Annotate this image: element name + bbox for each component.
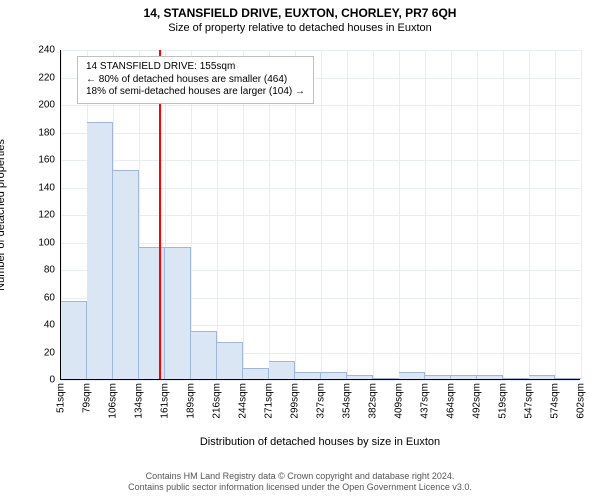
xtick-label: 437sqm: [420, 383, 431, 419]
gridline-v: [321, 50, 322, 379]
chart-title: 14, STANSFIELD DRIVE, EUXTON, CHORLEY, P…: [0, 0, 600, 20]
ytick-label: 200: [38, 100, 61, 111]
xtick-label: 354sqm: [342, 383, 353, 419]
gridline-v: [503, 50, 504, 379]
bar: [295, 372, 321, 379]
bar: [87, 122, 113, 379]
xtick-label: 134sqm: [134, 383, 145, 419]
bar: [347, 375, 373, 379]
bar: [477, 375, 503, 379]
bar: [451, 375, 477, 379]
gridline-v: [347, 50, 348, 379]
xtick-label: 244sqm: [238, 383, 249, 419]
xtick-label: 299sqm: [290, 383, 301, 419]
ytick-label: 20: [44, 347, 61, 358]
bar: [555, 378, 581, 379]
gridline-v: [581, 50, 582, 379]
xtick-label: 574sqm: [550, 383, 561, 419]
footer: Contains HM Land Registry data © Crown c…: [0, 471, 600, 494]
bar: [503, 378, 529, 379]
gridline-v: [529, 50, 530, 379]
xtick-label: 189sqm: [186, 383, 197, 419]
ytick-label: 120: [38, 210, 61, 221]
xtick-label: 327sqm: [316, 383, 327, 419]
annotation-line1: 14 STANSFIELD DRIVE: 155sqm: [86, 61, 305, 74]
xtick-label: 409sqm: [394, 383, 405, 419]
xtick-label: 79sqm: [82, 383, 93, 413]
gridline-v: [373, 50, 374, 379]
xtick-label: 547sqm: [524, 383, 535, 419]
bar: [191, 331, 217, 379]
xtick-label: 51sqm: [56, 383, 67, 413]
y-axis-label: Number of detached properties: [0, 139, 7, 291]
gridline-v: [451, 50, 452, 379]
footer-line2: Contains public sector information licen…: [0, 482, 600, 494]
ytick-label: 80: [44, 265, 61, 276]
ytick-label: 160: [38, 155, 61, 166]
annotation-box: 14 STANSFIELD DRIVE: 155sqm ← 80% of det…: [77, 56, 314, 104]
bar: [529, 375, 555, 379]
annotation-line2: ← 80% of detached houses are smaller (46…: [86, 74, 305, 87]
footer-line1: Contains HM Land Registry data © Crown c…: [0, 471, 600, 483]
xtick-label: 271sqm: [264, 383, 275, 419]
bar: [425, 375, 451, 379]
ytick-label: 220: [38, 72, 61, 83]
gridline-v: [425, 50, 426, 379]
gridline-v: [399, 50, 400, 379]
xtick-label: 602sqm: [576, 383, 587, 419]
xtick-label: 464sqm: [446, 383, 457, 419]
gridline-h: [61, 380, 580, 381]
bar: [61, 301, 87, 379]
bar: [321, 372, 347, 379]
x-axis-label: Distribution of detached houses by size …: [200, 436, 440, 448]
bar: [269, 361, 295, 379]
ytick-label: 100: [38, 237, 61, 248]
ytick-label: 140: [38, 182, 61, 193]
xtick-label: 106sqm: [108, 383, 119, 419]
ytick-label: 180: [38, 127, 61, 138]
xtick-label: 492sqm: [472, 383, 483, 419]
xtick-label: 382sqm: [368, 383, 379, 419]
bar: [165, 247, 191, 379]
bar: [217, 342, 243, 379]
xtick-label: 216sqm: [212, 383, 223, 419]
bar: [399, 372, 425, 379]
xtick-label: 161sqm: [160, 383, 171, 419]
ytick-label: 40: [44, 320, 61, 331]
ytick-label: 240: [38, 45, 61, 56]
annotation-line3: 18% of semi-detached houses are larger (…: [86, 86, 305, 99]
gridline-v: [555, 50, 556, 379]
ytick-label: 60: [44, 292, 61, 303]
bar: [113, 170, 139, 379]
bar: [373, 378, 399, 379]
bar: [243, 368, 269, 379]
xtick-label: 519sqm: [498, 383, 509, 419]
chart-subtitle: Size of property relative to detached ho…: [0, 20, 600, 34]
plot-area: 02040608010012014016018020022024051sqm79…: [60, 50, 580, 380]
gridline-v: [477, 50, 478, 379]
